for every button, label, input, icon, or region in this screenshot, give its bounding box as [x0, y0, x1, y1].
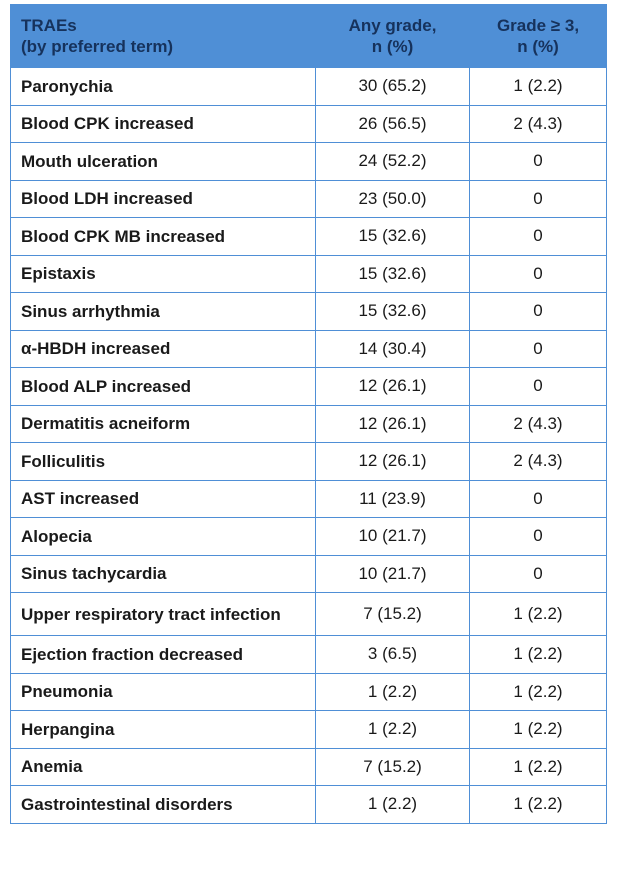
table-row: Blood CPK MB increased 15 (32.6) 0	[10, 217, 607, 256]
header-traes-line1: TRAEs	[21, 16, 77, 35]
cell-term: Mouth ulceration	[10, 142, 316, 181]
table-row: Folliculitis 12 (26.1) 2 (4.3)	[10, 442, 607, 481]
cell-any-grade: 26 (56.5)	[315, 104, 470, 143]
table-row: AST increased 11 (23.9) 0	[10, 479, 607, 518]
cell-term: Paronychia	[10, 67, 316, 106]
cell-grade3: 0	[469, 142, 607, 181]
table-header: TRAEs (by preferred term) Any grade, n (…	[10, 4, 607, 68]
cell-grade3: 1 (2.2)	[469, 592, 607, 636]
header-grade3: Grade ≥ 3, n (%)	[469, 4, 607, 68]
cell-term: α-HBDH increased	[10, 329, 316, 368]
table-row: Alopecia 10 (21.7) 0	[10, 517, 607, 556]
cell-term: Herpangina	[10, 710, 316, 749]
cell-term: Epistaxis	[10, 254, 316, 293]
cell-any-grade: 3 (6.5)	[315, 635, 470, 674]
cell-term: Blood ALP increased	[10, 367, 316, 406]
cell-grade3: 0	[469, 254, 607, 293]
cell-term: AST increased	[10, 479, 316, 518]
cell-term: Dermatitis acneiform	[10, 404, 316, 443]
cell-grade3: 0	[469, 479, 607, 518]
cell-any-grade: 10 (21.7)	[315, 517, 470, 556]
cell-any-grade: 12 (26.1)	[315, 404, 470, 443]
table-row: Anemia 7 (15.2) 1 (2.2)	[10, 747, 607, 786]
cell-term: Anemia	[10, 747, 316, 786]
cell-grade3: 2 (4.3)	[469, 404, 607, 443]
header-any-grade-line1: Any grade,	[348, 16, 437, 35]
cell-grade3: 0	[469, 217, 607, 256]
table-row: Blood ALP increased 12 (26.1) 0	[10, 367, 607, 406]
cell-any-grade: 15 (32.6)	[315, 217, 470, 256]
cell-term: Pneumonia	[10, 672, 316, 711]
cell-term: Blood LDH increased	[10, 179, 316, 218]
cell-grade3: 1 (2.2)	[469, 747, 607, 786]
cell-any-grade: 1 (2.2)	[315, 785, 470, 824]
cell-any-grade: 15 (32.6)	[315, 254, 470, 293]
cell-any-grade: 10 (21.7)	[315, 554, 470, 593]
cell-any-grade: 24 (52.2)	[315, 142, 470, 181]
table-row: Mouth ulceration 24 (52.2) 0	[10, 142, 607, 181]
cell-grade3: 2 (4.3)	[469, 104, 607, 143]
cell-grade3: 0	[469, 517, 607, 556]
table-row: Epistaxis 15 (32.6) 0	[10, 254, 607, 293]
cell-grade3: 0	[469, 179, 607, 218]
header-traes-line2: (by preferred term)	[21, 37, 174, 56]
cell-grade3: 0	[469, 329, 607, 368]
cell-any-grade: 1 (2.2)	[315, 672, 470, 711]
cell-term: Sinus tachycardia	[10, 554, 316, 593]
cell-term: Ejection fraction decreased	[10, 635, 316, 674]
cell-any-grade: 7 (15.2)	[315, 747, 470, 786]
header-any-grade-line2: n (%)	[371, 37, 414, 56]
cell-term: Alopecia	[10, 517, 316, 556]
cell-grade3: 0	[469, 554, 607, 593]
table-row: α-HBDH increased 14 (30.4) 0	[10, 329, 607, 368]
table-row: Herpangina 1 (2.2) 1 (2.2)	[10, 710, 607, 749]
table-body: Paronychia 30 (65.2) 1 (2.2) Blood CPK i…	[10, 67, 607, 824]
cell-any-grade: 15 (32.6)	[315, 292, 470, 331]
cell-term: Folliculitis	[10, 442, 316, 481]
header-grade3-line2: n (%)	[517, 37, 559, 56]
cell-any-grade: 1 (2.2)	[315, 710, 470, 749]
cell-any-grade: 12 (26.1)	[315, 442, 470, 481]
cell-grade3: 1 (2.2)	[469, 785, 607, 824]
header-traes: TRAEs (by preferred term)	[10, 4, 316, 68]
cell-grade3: 1 (2.2)	[469, 710, 607, 749]
table-row: Gastrointestinal disorders 1 (2.2) 1 (2.…	[10, 785, 607, 824]
table-row: Paronychia 30 (65.2) 1 (2.2)	[10, 67, 607, 106]
cell-grade3: 2 (4.3)	[469, 442, 607, 481]
table-row: Sinus tachycardia 10 (21.7) 0	[10, 554, 607, 593]
cell-grade3: 1 (2.2)	[469, 67, 607, 106]
table-row: Sinus arrhythmia 15 (32.6) 0	[10, 292, 607, 331]
cell-any-grade: 30 (65.2)	[315, 67, 470, 106]
cell-grade3: 1 (2.2)	[469, 672, 607, 711]
table-row: Blood CPK increased 26 (56.5) 2 (4.3)	[10, 104, 607, 143]
table-row: Blood LDH increased 23 (50.0) 0	[10, 179, 607, 218]
header-row: TRAEs (by preferred term) Any grade, n (…	[10, 4, 607, 68]
cell-grade3: 0	[469, 367, 607, 406]
table-row: Dermatitis acneiform 12 (26.1) 2 (4.3)	[10, 404, 607, 443]
cell-any-grade: 12 (26.1)	[315, 367, 470, 406]
cell-any-grade: 14 (30.4)	[315, 329, 470, 368]
cell-term: Gastrointestinal disorders	[10, 785, 316, 824]
cell-term: Upper respiratory tract infection	[10, 592, 316, 636]
trae-table: TRAEs (by preferred term) Any grade, n (…	[10, 4, 607, 824]
cell-any-grade: 23 (50.0)	[315, 179, 470, 218]
cell-any-grade: 7 (15.2)	[315, 592, 470, 636]
trae-table-container: TRAEs (by preferred term) Any grade, n (…	[10, 4, 607, 824]
header-grade3-line1: Grade ≥ 3,	[496, 16, 580, 35]
table-row: Ejection fraction decreased 3 (6.5) 1 (2…	[10, 635, 607, 674]
header-any-grade: Any grade, n (%)	[315, 4, 470, 68]
table-row: Upper respiratory tract infection 7 (15.…	[10, 592, 607, 636]
cell-grade3: 1 (2.2)	[469, 635, 607, 674]
cell-grade3: 0	[469, 292, 607, 331]
cell-term: Sinus arrhythmia	[10, 292, 316, 331]
table-row: Pneumonia 1 (2.2) 1 (2.2)	[10, 672, 607, 711]
cell-any-grade: 11 (23.9)	[315, 479, 470, 518]
cell-term: Blood CPK increased	[10, 104, 316, 143]
cell-term: Blood CPK MB increased	[10, 217, 316, 256]
